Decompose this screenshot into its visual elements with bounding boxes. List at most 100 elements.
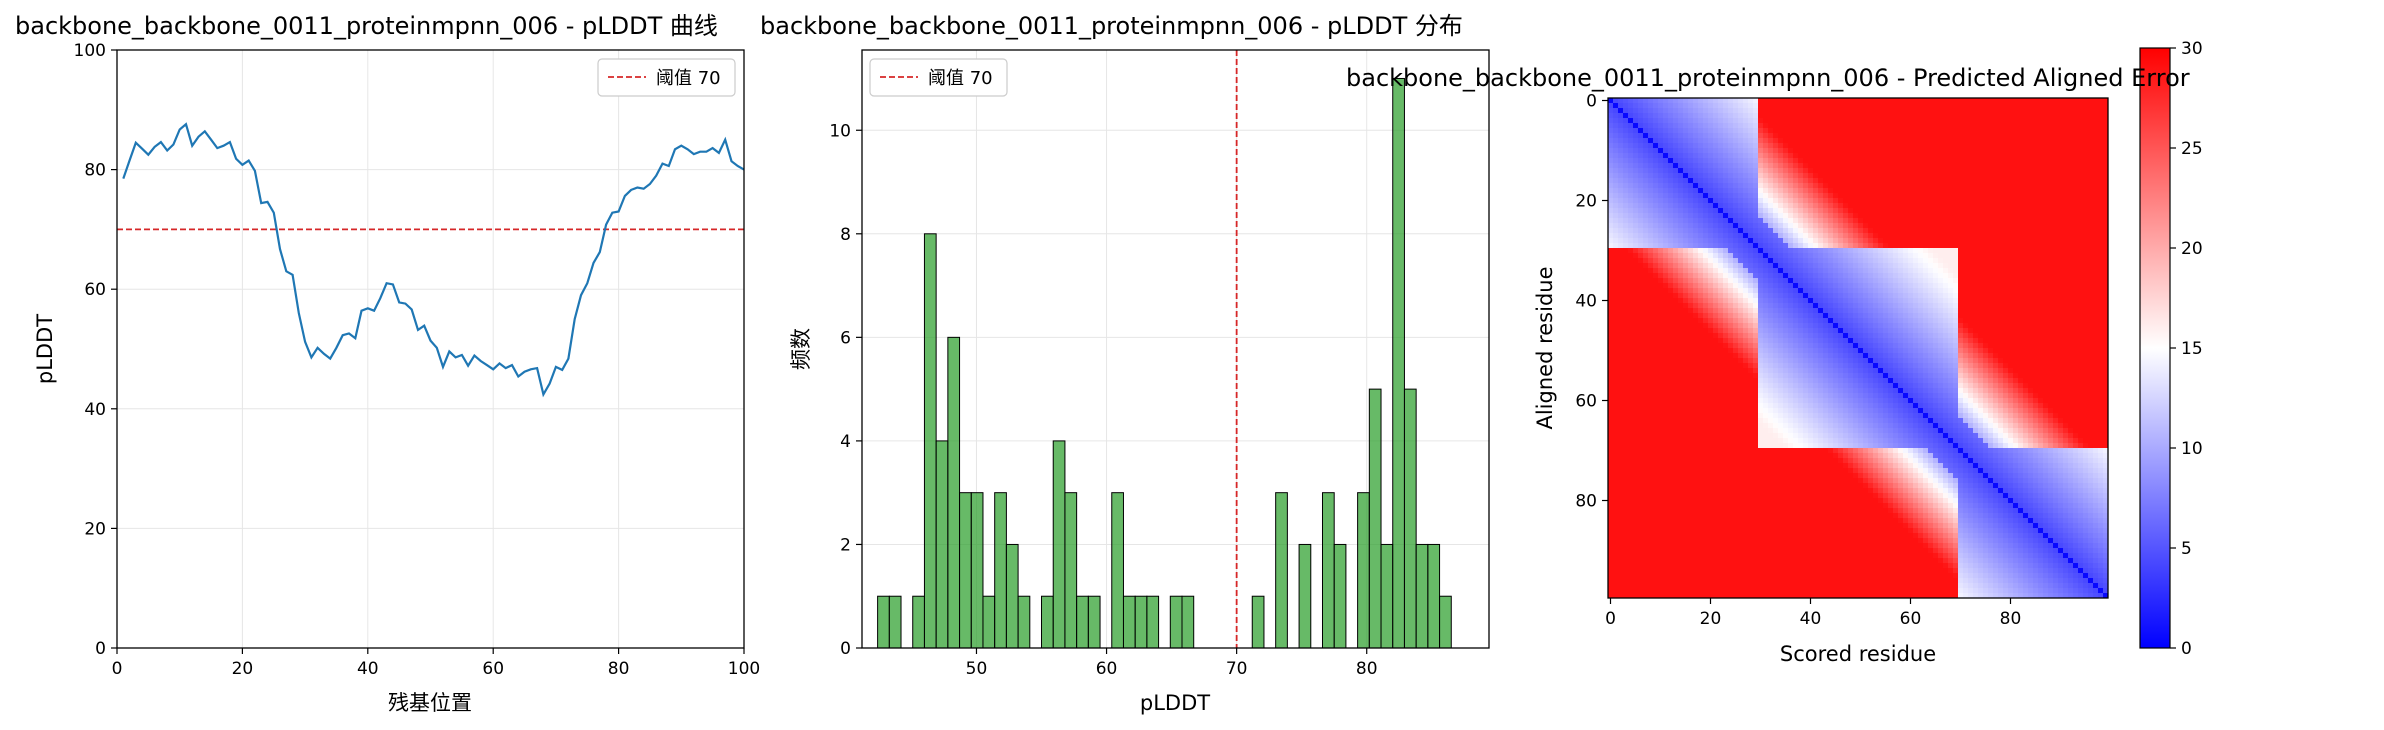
pae-cell: [1898, 268, 1904, 274]
pae-cell: [1713, 233, 1719, 239]
pae-cell: [1828, 283, 1834, 289]
pae-cell: [1733, 158, 1739, 164]
histogram-bar: [1005, 543, 1019, 649]
pae-cell: [1708, 338, 1714, 344]
pae-cell: [1753, 308, 1759, 314]
pae-cell: [1678, 153, 1684, 159]
pae-cell: [1993, 233, 1999, 239]
pae-cell: [2053, 283, 2059, 289]
pae-cell: [1653, 273, 1659, 279]
pae-cell: [1923, 203, 1929, 209]
pae-cell: [2098, 298, 2104, 304]
pae-cell: [2083, 153, 2089, 159]
pae-cell: [1663, 108, 1669, 114]
pae-cell: [1888, 253, 1894, 259]
pae-cell: [1883, 268, 1889, 274]
pae-cell: [1693, 153, 1699, 159]
pae-cell: [1813, 168, 1819, 174]
pae-cell: [1628, 268, 1634, 274]
pae-cell: [1723, 298, 1729, 304]
pae-cell: [1853, 318, 1859, 324]
pae-cell: [2058, 318, 2064, 324]
pae-cell: [1968, 268, 1974, 274]
pae-cell: [1923, 228, 1929, 234]
pae-cell: [2058, 103, 2064, 109]
pae-cell: [1688, 323, 1694, 329]
pae-cell: [1948, 243, 1954, 249]
pae-cell: [1888, 238, 1894, 244]
pae-cell: [1698, 198, 1704, 204]
pae-cell: [1973, 278, 1979, 284]
pae-cell: [1888, 268, 1894, 274]
pae-cell: [1653, 118, 1659, 124]
pae-cell: [2018, 113, 2024, 119]
pae-cell: [2088, 298, 2094, 304]
x-tick-label: 80: [1356, 659, 1378, 679]
pae-cell: [2038, 178, 2044, 184]
pae-cell: [1958, 118, 1964, 124]
y-tick-label: 8: [840, 225, 851, 245]
pae-cell: [1853, 278, 1859, 284]
pae-cell: [1978, 158, 1984, 164]
pae-cell: [1878, 223, 1884, 229]
pae-cell: [1908, 178, 1914, 184]
pae-cell: [2088, 208, 2094, 214]
pae-cell: [2023, 108, 2029, 114]
pae-cell: [1623, 133, 1629, 139]
pae-cell: [1713, 243, 1719, 249]
pae-cell: [2033, 293, 2039, 299]
pae-cell: [1913, 328, 1919, 334]
pae-cell: [1658, 98, 1664, 104]
pae-cell: [2073, 258, 2079, 264]
pae-cell: [2023, 333, 2029, 339]
pae-cell: [1893, 128, 1899, 134]
pae-cell: [1748, 133, 1754, 139]
pae-cell: [1948, 228, 1954, 234]
pae-cell: [2083, 128, 2089, 134]
pae-cell: [2033, 168, 2039, 174]
pae-cell: [1628, 228, 1634, 234]
pae-cell: [1948, 158, 1954, 164]
pae-cell: [1708, 133, 1714, 139]
histogram-bar: [1357, 492, 1370, 649]
pae-cell: [1928, 303, 1934, 309]
pae-cell: [1678, 198, 1684, 204]
pae-cell: [1808, 243, 1814, 249]
pae-cell: [2018, 293, 2024, 299]
pae-cell: [2048, 168, 2054, 174]
pae-cell: [1873, 233, 1879, 239]
pae-cell: [1928, 308, 1934, 314]
pae-cell: [1763, 148, 1769, 154]
pae-cell: [1928, 298, 1934, 304]
pae-cell: [1688, 288, 1694, 294]
plddt-curve-legend: 阈值 70: [597, 58, 736, 97]
pae-cell: [2083, 173, 2089, 179]
pae-cell: [1688, 103, 1694, 109]
pae-cell: [1878, 243, 1884, 249]
pae-cell: [2053, 213, 2059, 219]
pae-cell: [1638, 253, 1644, 259]
pae-cell: [1868, 188, 1874, 194]
pae-cell: [1718, 233, 1724, 239]
pae-cell: [1798, 243, 1804, 249]
pae-cell: [1933, 228, 1939, 234]
pae-cell: [1723, 328, 1729, 334]
pae-cell: [1788, 318, 1794, 324]
pae-cell: [2033, 198, 2039, 204]
pae-cell: [2028, 148, 2034, 154]
pae-cell: [1763, 98, 1769, 104]
pae-cell: [1778, 243, 1784, 249]
pae-cell: [1883, 333, 1889, 339]
pae-cell: [1903, 113, 1909, 119]
pae-cell: [1718, 213, 1724, 219]
pae-cell: [2093, 103, 2099, 109]
pae-cell: [1613, 308, 1619, 314]
pae-cell: [2093, 223, 2099, 229]
pae-cell: [1783, 143, 1789, 149]
pae-cell: [2043, 328, 2049, 334]
pae-cell: [2083, 138, 2089, 144]
pae-cell: [2098, 323, 2104, 329]
pae-cell: [1843, 183, 1849, 189]
pae-cell: [1973, 203, 1979, 209]
pae-cell: [1933, 113, 1939, 119]
